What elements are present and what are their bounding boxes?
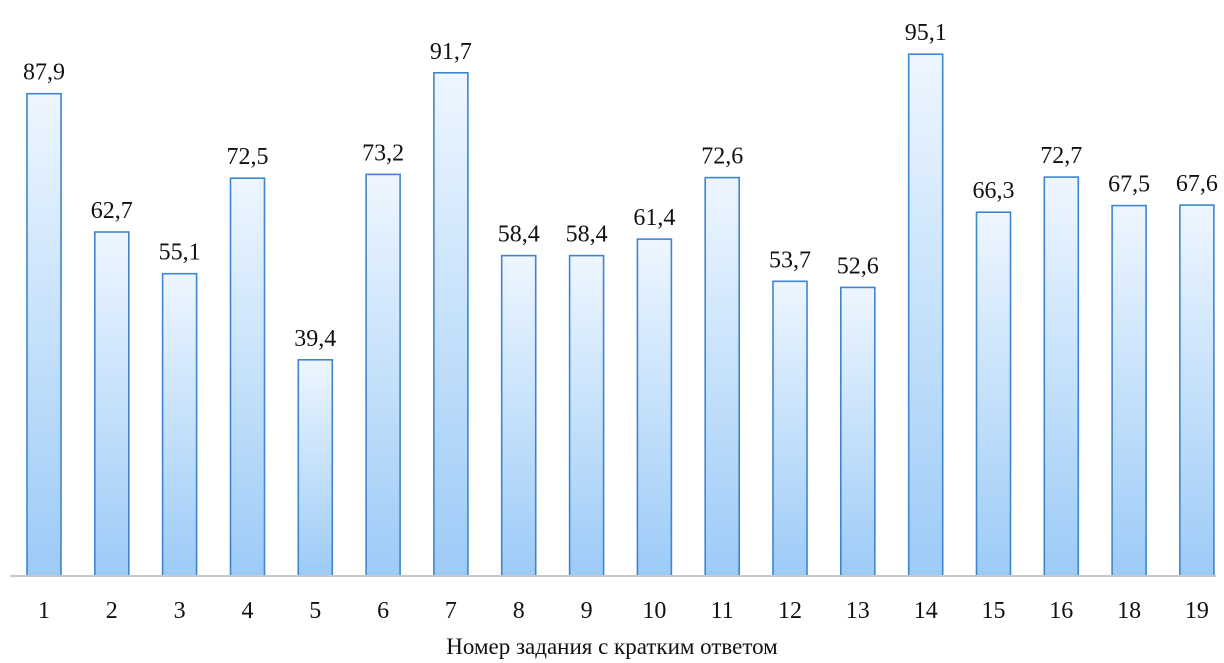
data-label-18: 67,5 [1108, 172, 1150, 198]
bar-9 [568, 254, 605, 577]
bar-13 [839, 286, 876, 577]
bar-2 [94, 231, 130, 577]
bar-15 [975, 211, 1012, 577]
bar-16 [1043, 176, 1080, 577]
x-tick-label-8: 8 [513, 598, 525, 624]
x-tick-label-1: 1 [38, 598, 50, 624]
x-tick-label-14: 14 [914, 598, 938, 624]
data-label-19: 67,6 [1176, 171, 1218, 197]
x-tick-label-13: 13 [846, 598, 870, 624]
bar-4 [229, 177, 266, 577]
bar-1 [26, 92, 62, 577]
bar-18 [1111, 204, 1147, 577]
data-label-14: 95,1 [905, 20, 947, 46]
x-axis-title: Номер задания с кратким ответом [446, 634, 778, 659]
data-label-2: 62,7 [91, 198, 133, 224]
bar-5 [297, 358, 334, 577]
data-label-4: 72,5 [227, 144, 269, 170]
x-tick-label-11: 11 [711, 598, 734, 624]
data-label-11: 72,6 [701, 144, 743, 170]
bar-12 [772, 280, 808, 577]
data-label-12: 53,7 [769, 247, 811, 273]
x-tick-label-16: 16 [1049, 598, 1073, 624]
data-label-15: 66,3 [973, 178, 1015, 204]
bar-14 [907, 53, 944, 577]
x-tick-label-19: 19 [1185, 598, 1209, 624]
data-label-6: 73,2 [362, 140, 404, 166]
data-label-13: 52,6 [837, 253, 879, 279]
x-tick-label-5: 5 [309, 598, 321, 624]
bar-6 [365, 173, 401, 577]
x-tick-label-10: 10 [642, 598, 666, 624]
x-tick-label-2: 2 [106, 598, 118, 624]
bar-10 [636, 238, 673, 577]
x-tick-label-6: 6 [377, 598, 389, 624]
bar-11 [704, 176, 741, 577]
bar-19 [1179, 204, 1215, 577]
bar-3 [161, 272, 198, 577]
data-labels-group: 87,9 62,7 55,1 72,5 39,4 73,2 91,7 58,4 58,4 61,4… [23, 20, 1218, 352]
data-label-3: 55,1 [159, 240, 201, 266]
data-label-8: 58,4 [498, 222, 540, 248]
bar-8 [500, 254, 537, 577]
bar-7 [433, 72, 469, 577]
x-tick-label-4: 4 [242, 598, 254, 624]
data-label-16: 72,7 [1040, 143, 1082, 169]
x-tick-label-3: 3 [174, 598, 186, 624]
x-tick-label-15: 15 [982, 598, 1006, 624]
x-tick-label-12: 12 [778, 598, 802, 624]
bars-group [26, 53, 1215, 577]
x-tick-labels-group: 1 2 3 4 5 6 7 8 9 10 11 12 13 14 15 16 18 19 [38, 598, 1209, 624]
data-label-10: 61,4 [633, 205, 675, 231]
x-tick-label-9: 9 [581, 598, 593, 624]
data-label-5: 39,4 [294, 326, 336, 352]
x-tick-label-7: 7 [445, 598, 457, 624]
data-label-9: 58,4 [566, 222, 608, 248]
x-tick-label-18: 18 [1117, 598, 1141, 624]
data-label-7: 91,7 [430, 39, 472, 65]
data-label-1: 87,9 [23, 60, 65, 86]
